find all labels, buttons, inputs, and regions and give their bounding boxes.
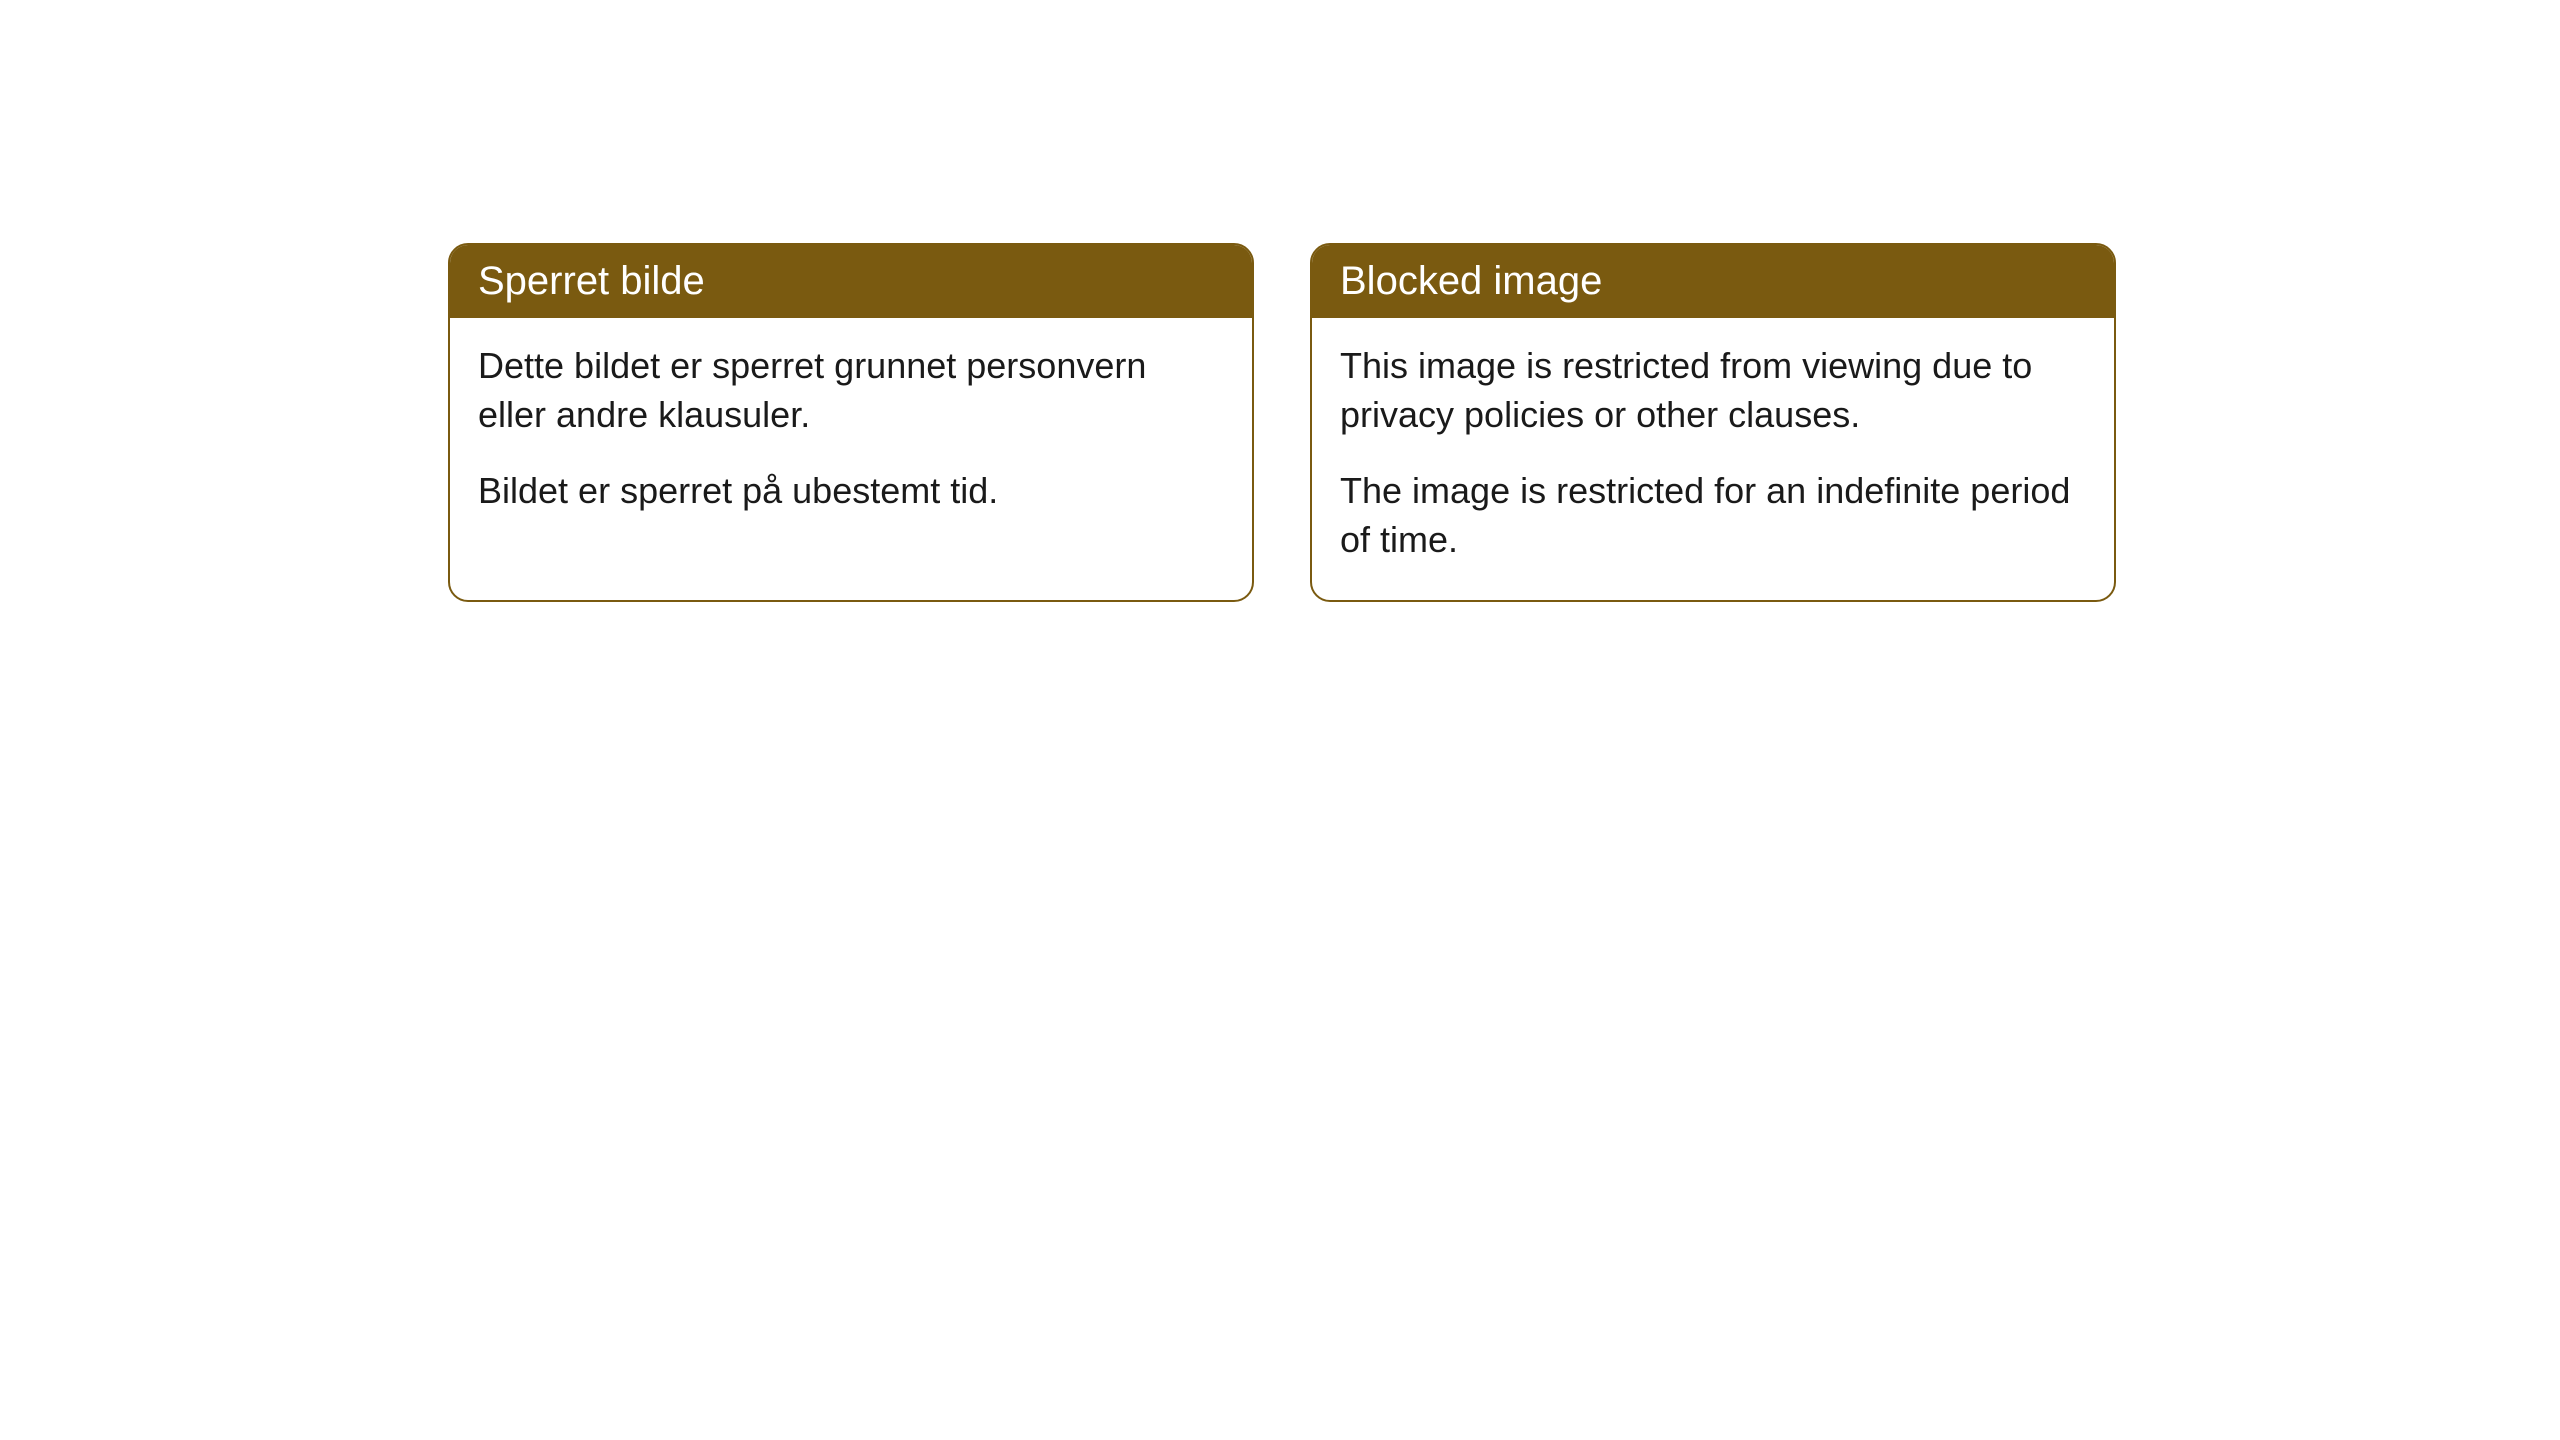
notice-cards-container: Sperret bilde Dette bildet er sperret gr…	[448, 243, 2116, 602]
card-title: Sperret bilde	[478, 259, 705, 303]
blocked-image-card-english: Blocked image This image is restricted f…	[1310, 243, 2116, 602]
card-header: Blocked image	[1312, 245, 2114, 318]
card-body: Dette bildet er sperret grunnet personve…	[450, 318, 1252, 552]
blocked-image-card-norwegian: Sperret bilde Dette bildet er sperret gr…	[448, 243, 1254, 602]
card-paragraph: The image is restricted for an indefinit…	[1340, 467, 2086, 564]
card-header: Sperret bilde	[450, 245, 1252, 318]
card-paragraph: This image is restricted from viewing du…	[1340, 342, 2086, 439]
card-paragraph: Dette bildet er sperret grunnet personve…	[478, 342, 1224, 439]
card-body: This image is restricted from viewing du…	[1312, 318, 2114, 600]
card-title: Blocked image	[1340, 259, 1602, 303]
card-paragraph: Bildet er sperret på ubestemt tid.	[478, 467, 1224, 516]
